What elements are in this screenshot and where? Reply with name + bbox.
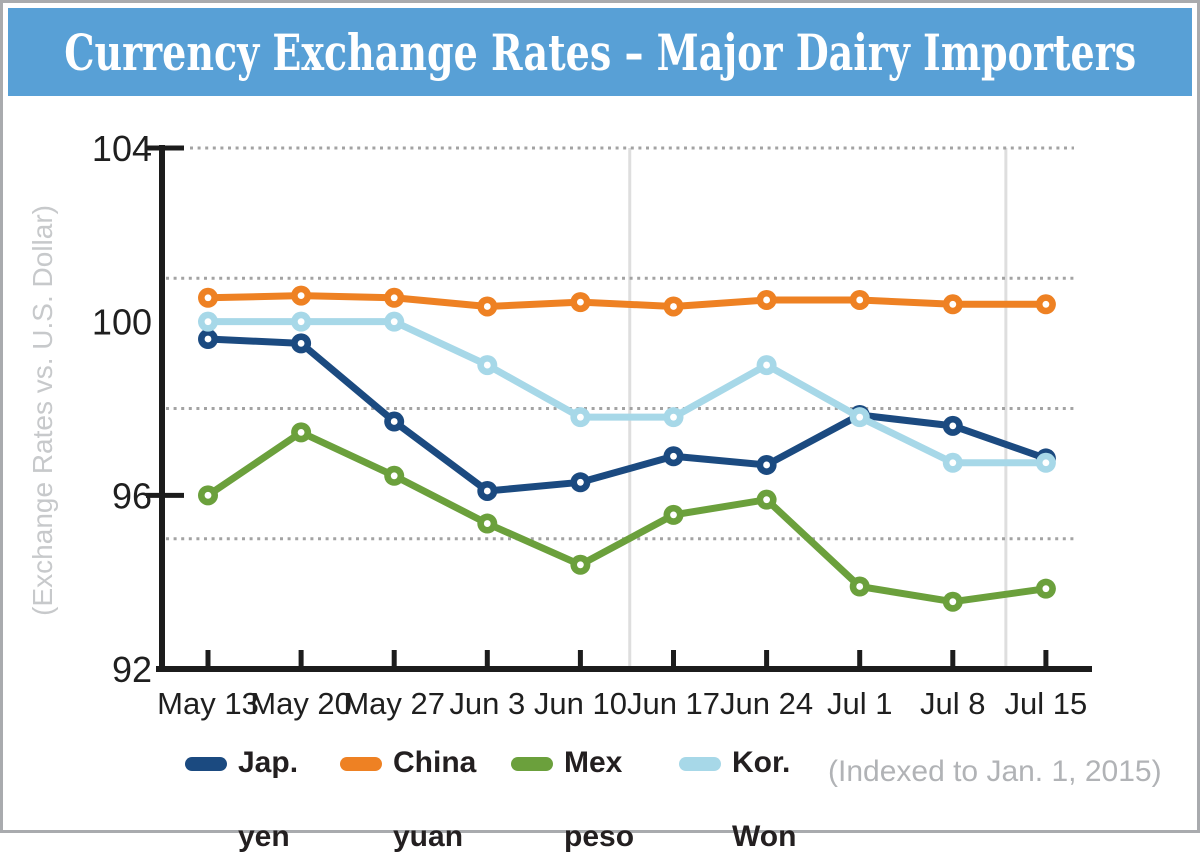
x-tick-label: Jun 17 xyxy=(627,686,720,721)
series-jap-yen xyxy=(198,329,1056,501)
chart-title-banner: Currency Exchange Rates – Major Dairy Im… xyxy=(8,8,1192,96)
data-point-marker-center xyxy=(297,428,305,436)
data-point-marker-center xyxy=(204,294,212,302)
data-point-marker-center xyxy=(577,298,584,306)
data-point-marker-center xyxy=(390,294,398,302)
data-point-marker-center xyxy=(670,511,677,519)
data-point-marker-center xyxy=(297,339,305,347)
data-point-marker-center xyxy=(483,487,491,495)
data-point-marker-center xyxy=(949,598,957,606)
y-axis-title-text: (Exchange Rates vs. U.S. Dollar) xyxy=(27,205,58,616)
x-tick-label: Jul 8 xyxy=(920,686,985,721)
x-tick-label: Jun 10 xyxy=(534,686,627,721)
legend-item-mex-peso: Mex peso xyxy=(511,744,634,855)
data-point-marker-center xyxy=(577,561,584,569)
data-point-marker-center xyxy=(949,459,957,467)
legend-item-kor-won: Kor. Won xyxy=(679,744,796,855)
x-tick-label: May 20 xyxy=(250,686,352,721)
legend-item-jap-yen: Jap. yen xyxy=(185,744,298,855)
series-china-yuan xyxy=(198,285,1056,317)
indexed-note: (Indexed to Jan. 1, 2015) xyxy=(828,755,1162,788)
series-mex-peso xyxy=(198,422,1056,612)
data-point-marker-center xyxy=(483,361,491,369)
data-point-marker-center xyxy=(390,472,398,480)
legend-label-jap-yen: Jap. yen xyxy=(238,744,298,855)
data-point-marker-center xyxy=(856,413,864,421)
data-point-marker-center xyxy=(949,300,957,308)
data-point-marker-center xyxy=(390,418,398,425)
data-point-marker-center xyxy=(670,452,677,460)
kor-won-swatch xyxy=(679,757,721,771)
legend-line: China xyxy=(393,746,477,779)
data-point-marker-center xyxy=(204,491,212,499)
x-tick-label: May 13 xyxy=(157,686,259,721)
data-point-marker-center xyxy=(483,303,491,310)
data-point-marker-center xyxy=(763,296,770,304)
chart-title: Currency Exchange Rates – Major Dairy Im… xyxy=(64,22,1136,82)
legend-line: Jap. xyxy=(238,746,299,779)
y-tick-label: 104 xyxy=(92,128,152,169)
jap-yen-swatch xyxy=(185,757,227,771)
data-point-marker-center xyxy=(1042,585,1050,593)
data-point-marker-center xyxy=(670,413,677,421)
series-kor-won xyxy=(198,311,1056,473)
series-line xyxy=(204,335,1050,495)
y-tick-label: 96 xyxy=(112,475,152,516)
data-point-marker-center xyxy=(763,461,770,469)
data-point-marker-center xyxy=(483,520,491,527)
series-line xyxy=(204,318,1050,467)
data-point-marker-center xyxy=(204,335,212,343)
data-point-marker-center xyxy=(204,318,212,326)
y-tick-label: 92 xyxy=(112,649,152,690)
x-tick-label: May 27 xyxy=(343,686,445,721)
data-point-marker-center xyxy=(1042,459,1050,467)
mex-peso-swatch xyxy=(511,757,553,771)
legend-line: Mex xyxy=(564,746,623,779)
data-point-marker-center xyxy=(297,318,305,326)
x-tick-label: Jun 24 xyxy=(720,686,813,721)
x-tick-label: Jun 3 xyxy=(449,686,525,721)
data-point-marker-center xyxy=(1042,300,1050,308)
data-point-marker-center xyxy=(577,478,584,486)
x-tick-label: Jul 1 xyxy=(827,686,892,721)
series-line xyxy=(204,428,1050,606)
data-point-marker-center xyxy=(297,292,305,300)
data-point-marker-center xyxy=(390,318,398,326)
data-point-marker-center xyxy=(763,361,770,369)
legend-label-china-yuan: China yuan xyxy=(393,744,476,855)
legend-label-mex-peso: Mex peso xyxy=(564,744,634,855)
legend-label-kor-won: Kor. Won xyxy=(732,744,796,855)
legend-line: yen xyxy=(238,820,290,853)
data-point-marker-center xyxy=(856,296,864,304)
y-axis-title: (Exchange Rates vs. U.S. Dollar) xyxy=(17,148,69,673)
data-point-marker-center xyxy=(763,496,770,504)
legend-line: Won xyxy=(732,820,797,853)
series-line xyxy=(204,292,1050,310)
y-tick-label: 100 xyxy=(92,302,152,343)
legend-line: peso xyxy=(564,820,635,853)
legend-item-china-yuan: China yuan xyxy=(340,744,476,855)
data-point-marker-center xyxy=(949,422,957,430)
data-point-marker-center xyxy=(856,583,864,590)
china-yuan-swatch xyxy=(340,757,382,771)
legend-line: Kor. xyxy=(732,746,791,779)
data-point-marker-center xyxy=(670,303,677,310)
data-point-marker-center xyxy=(577,413,584,421)
x-tick-label: Jul 15 xyxy=(1005,686,1088,721)
legend-line: yuan xyxy=(393,820,464,853)
